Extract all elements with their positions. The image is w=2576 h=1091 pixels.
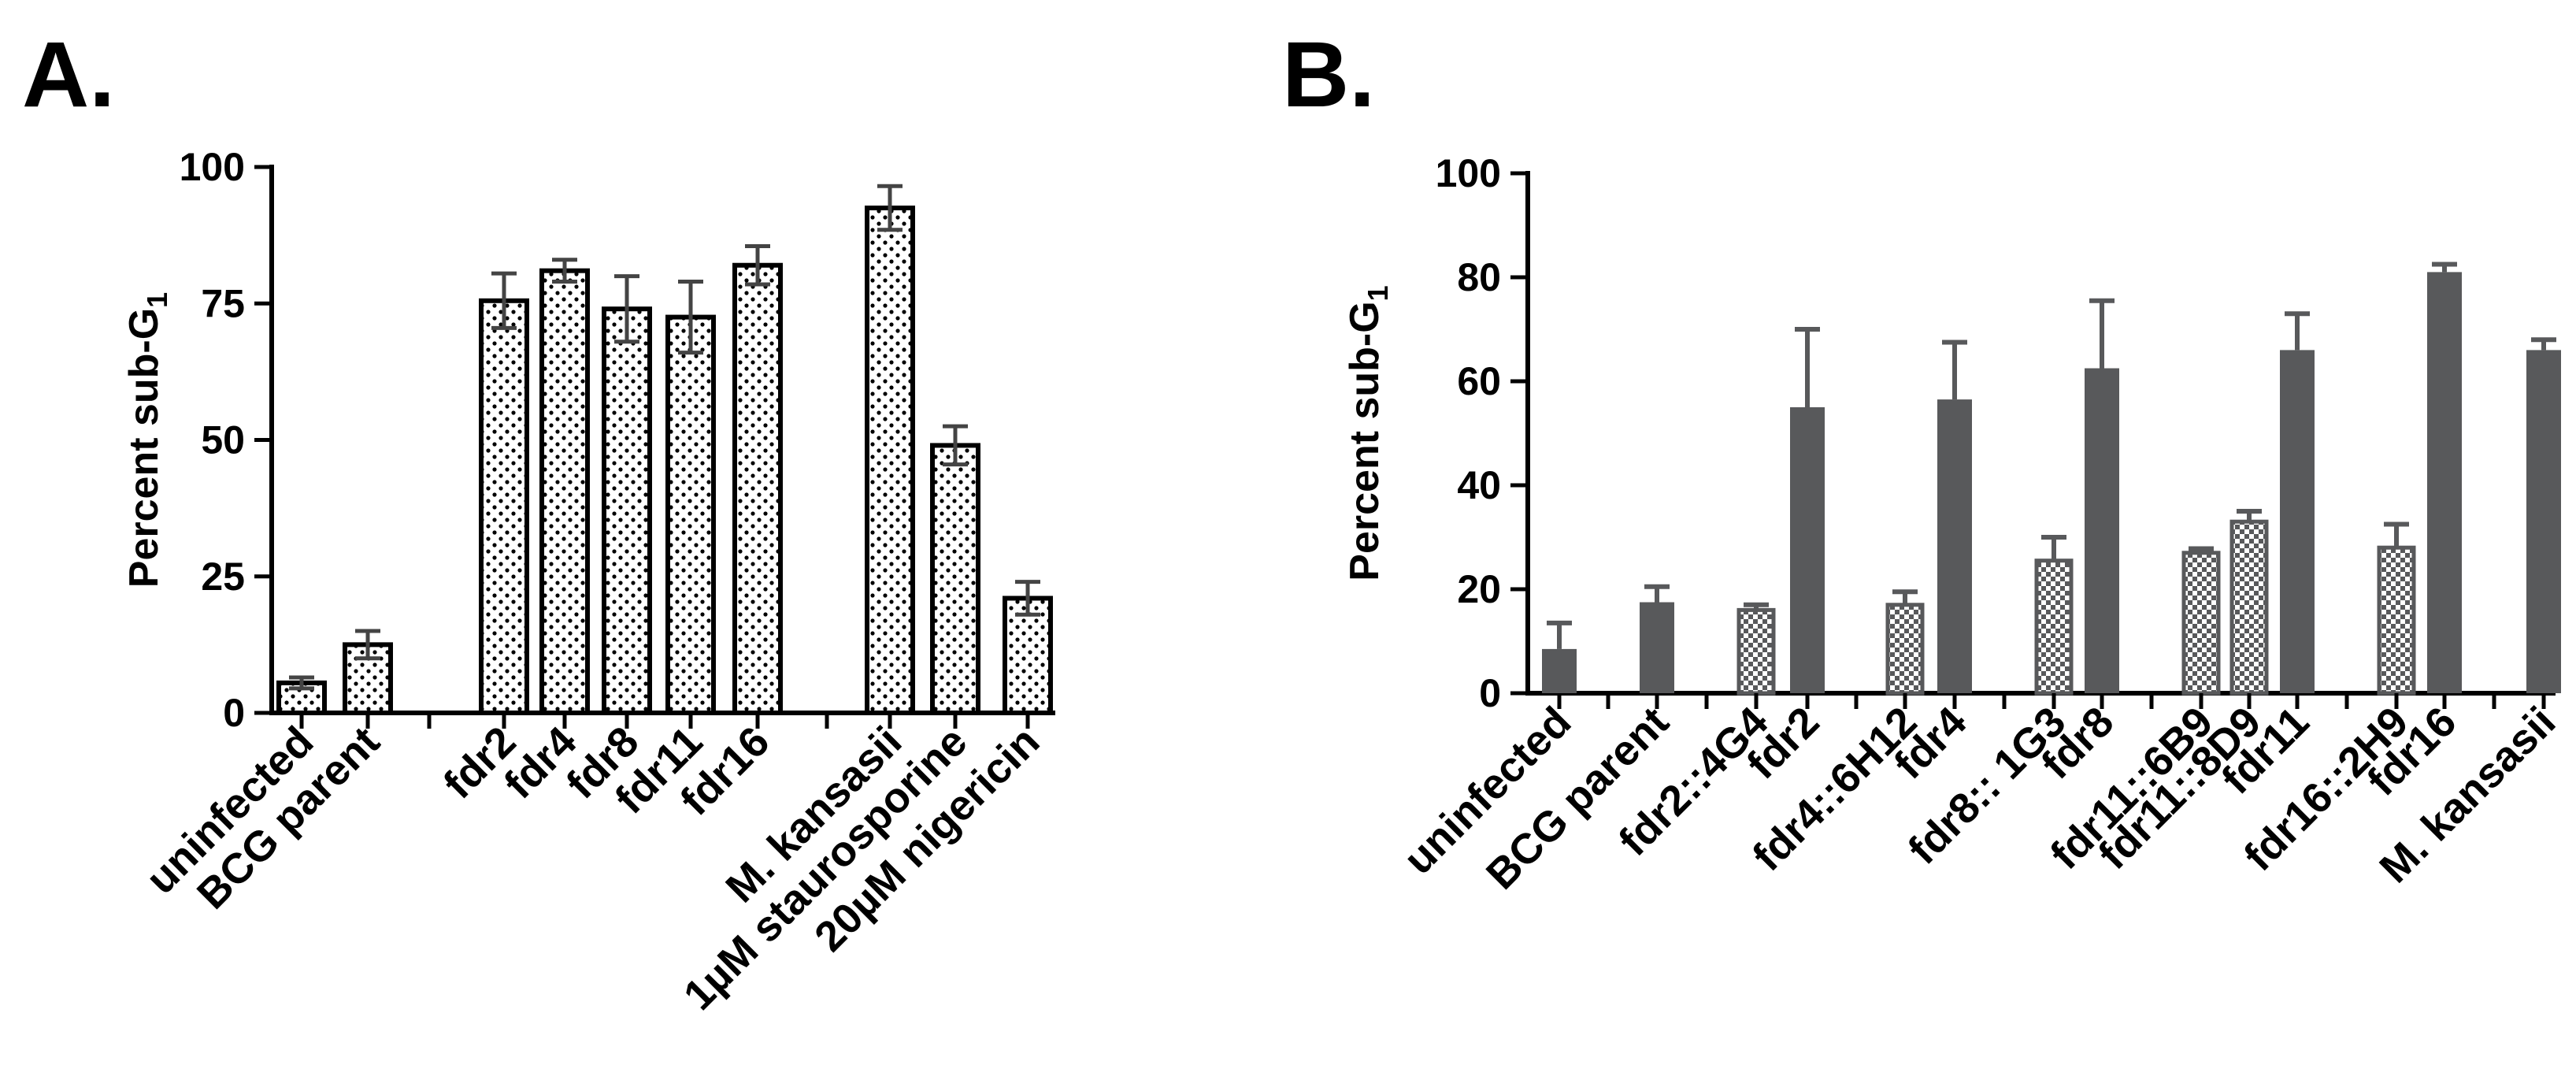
y-tick-label-a: 25 [201,555,245,599]
y-tick-label-b: 40 [1457,463,1501,507]
y-tick-label-a: 50 [201,418,245,462]
bar-a [539,268,590,716]
bar-b [2377,545,2416,696]
bar-b [1790,407,1825,693]
bar-b [2085,368,2119,693]
bar-b [1885,603,1925,696]
y-tick-label-b: 100 [1436,151,1501,195]
y-axis-label-b-text: Percent sub-G [1342,301,1388,581]
bar-b [1937,399,1972,693]
bar-b [1736,607,1776,696]
bar-b [2034,558,2074,696]
bar-b [1640,602,1674,693]
y-tick-label-a: 75 [201,281,245,325]
bar-a [732,262,783,715]
y-axis-label-b-subscript: 1 [1362,285,1394,301]
y-axis-label-a-text: Percent sub-G [121,308,167,588]
y-tick-label-b: 20 [1457,567,1501,611]
bar-b [2229,519,2269,696]
bar-a [930,443,980,715]
bar-a [1003,596,1053,715]
y-axis-label-a: Percent sub-G1 [121,292,173,588]
bar-a [865,205,915,716]
bar-a [602,306,652,715]
bar-a [665,314,716,715]
y-tick-label-b: 0 [1479,671,1501,715]
bar-b [2280,350,2315,693]
y-tick-label-b: 60 [1457,359,1501,403]
bar-b [1542,648,1577,693]
bar-b [2427,272,2462,693]
y-tick-label-b: 80 [1457,255,1501,299]
bar-b [2181,551,2221,696]
bar-b [2526,350,2561,693]
y-axis-label-b: Percent sub-G1 [1342,285,1394,581]
panel-b-letter: B. [1282,23,1375,127]
bar-a [479,298,529,716]
panel-a-letter: A. [22,23,115,127]
y-tick-label-a: 100 [180,145,245,189]
y-tick-label-a: 0 [223,691,245,735]
y-axis-label-a-subscript: 1 [141,292,173,308]
